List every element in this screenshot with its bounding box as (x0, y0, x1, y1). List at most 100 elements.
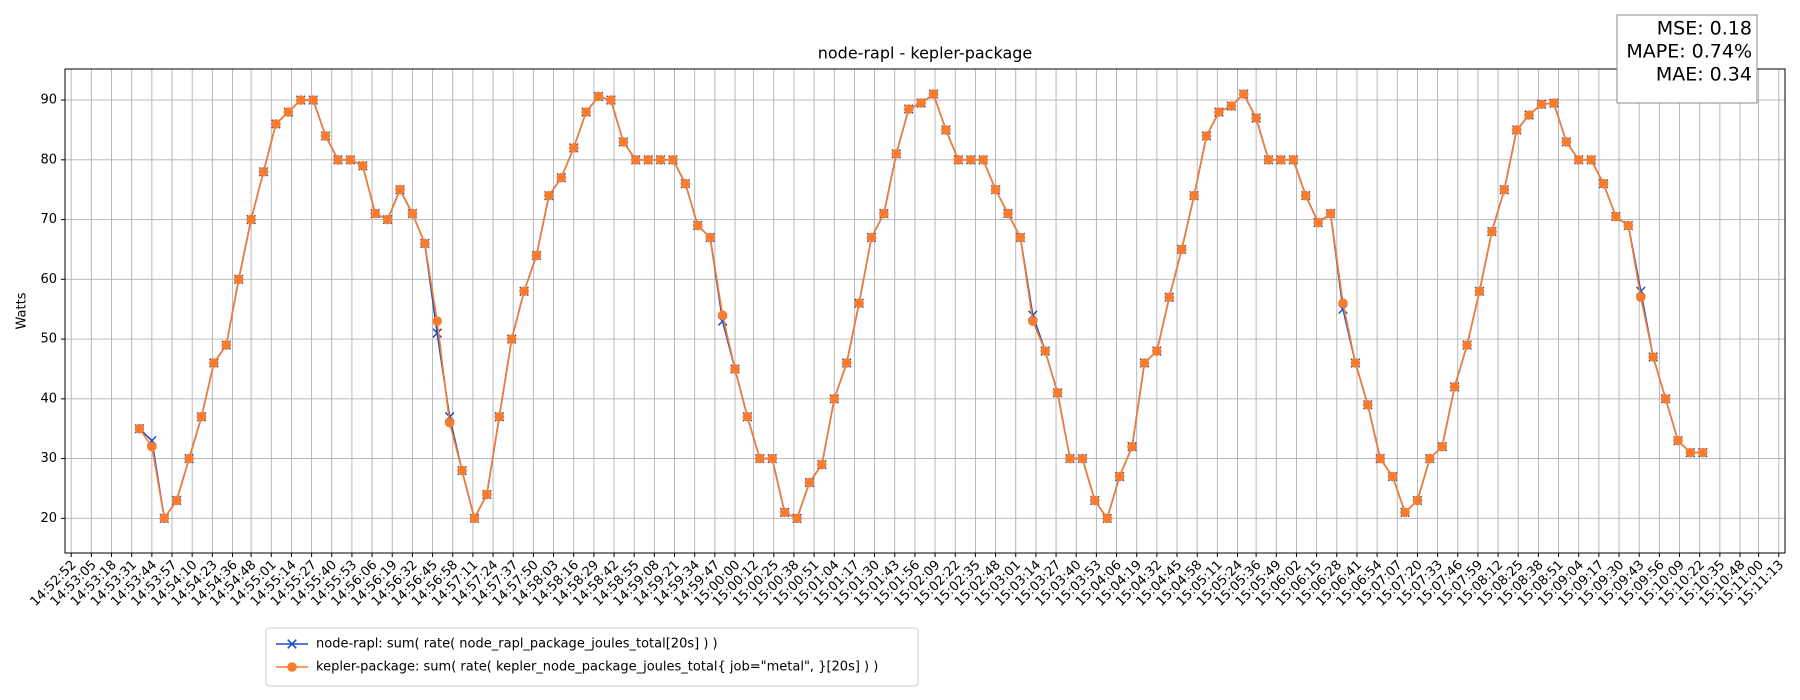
point (1362, 400, 1373, 410)
point (506, 334, 517, 344)
y-tick-label: 60 (40, 272, 57, 287)
point (1387, 471, 1398, 482)
point (196, 411, 207, 422)
y-tick-label: 20 (40, 511, 57, 526)
point (1201, 131, 1212, 141)
point (1697, 447, 1708, 458)
point (606, 95, 616, 105)
point (283, 107, 294, 117)
point (1524, 110, 1534, 120)
point (1561, 137, 1572, 147)
point (1015, 232, 1026, 243)
point (1238, 89, 1249, 99)
point (990, 184, 1001, 195)
point (1660, 394, 1671, 404)
metrics-box (1616, 14, 1758, 104)
point (1127, 441, 1137, 452)
point (618, 137, 629, 147)
point (1437, 441, 1448, 452)
point (730, 364, 740, 374)
point (891, 149, 902, 159)
point (531, 250, 542, 261)
point (1549, 98, 1559, 108)
point (1449, 382, 1460, 392)
point (1400, 507, 1410, 518)
point (357, 161, 368, 171)
point (147, 441, 157, 452)
point (1189, 190, 1199, 201)
point (903, 104, 914, 114)
point (320, 131, 331, 141)
point (1511, 125, 1522, 135)
point (221, 340, 232, 350)
point (879, 208, 889, 219)
point (1114, 471, 1125, 482)
plot-frame (64, 68, 1786, 554)
y-tick-label: 70 (40, 212, 57, 227)
point (568, 143, 579, 153)
point (1300, 190, 1311, 201)
point (333, 155, 343, 165)
point (1375, 453, 1386, 464)
point (593, 91, 604, 102)
point (742, 411, 753, 422)
point (1164, 292, 1175, 303)
point (382, 214, 393, 225)
point (1263, 155, 1274, 165)
point (829, 394, 840, 404)
y-tick-label: 40 (40, 391, 57, 406)
point (469, 513, 480, 524)
point (953, 155, 964, 165)
point (1487, 226, 1497, 237)
point (779, 507, 790, 518)
point (804, 477, 815, 488)
point (1623, 220, 1634, 231)
point (1536, 99, 1547, 110)
point (1226, 101, 1237, 111)
point (432, 316, 443, 326)
point (965, 155, 976, 165)
point (233, 274, 244, 285)
point (1325, 208, 1336, 219)
point (258, 166, 269, 177)
point (792, 513, 802, 524)
point (1288, 155, 1299, 165)
point (1474, 286, 1485, 297)
point (1338, 298, 1348, 309)
point (134, 423, 145, 434)
point (1635, 292, 1646, 303)
legend-label: node-rapl: sum( rate( node_rapl_package_… (316, 637, 718, 652)
point (817, 459, 827, 470)
y-tick-label: 80 (40, 152, 57, 167)
point (1176, 244, 1187, 255)
point (1648, 352, 1658, 362)
point (1152, 346, 1162, 356)
point (171, 495, 182, 506)
point (755, 453, 765, 464)
point (1462, 340, 1472, 350)
point (544, 190, 554, 201)
point (581, 107, 591, 117)
point (1003, 208, 1013, 219)
point (1412, 495, 1423, 506)
point (841, 358, 852, 368)
point (767, 453, 778, 464)
point (978, 155, 988, 165)
point (680, 178, 691, 189)
legend-box (265, 627, 919, 687)
point (420, 238, 430, 249)
point (1586, 155, 1596, 165)
point (1065, 453, 1075, 464)
point (1040, 346, 1050, 356)
point (1350, 358, 1361, 368)
point (1573, 155, 1584, 165)
point (1251, 113, 1261, 123)
metric-label: MSE: 0.18 (1657, 18, 1752, 40)
point (1090, 495, 1100, 506)
point (928, 89, 939, 99)
y-axis-label: Watts (15, 292, 30, 329)
point (1499, 184, 1510, 195)
point (668, 155, 678, 165)
